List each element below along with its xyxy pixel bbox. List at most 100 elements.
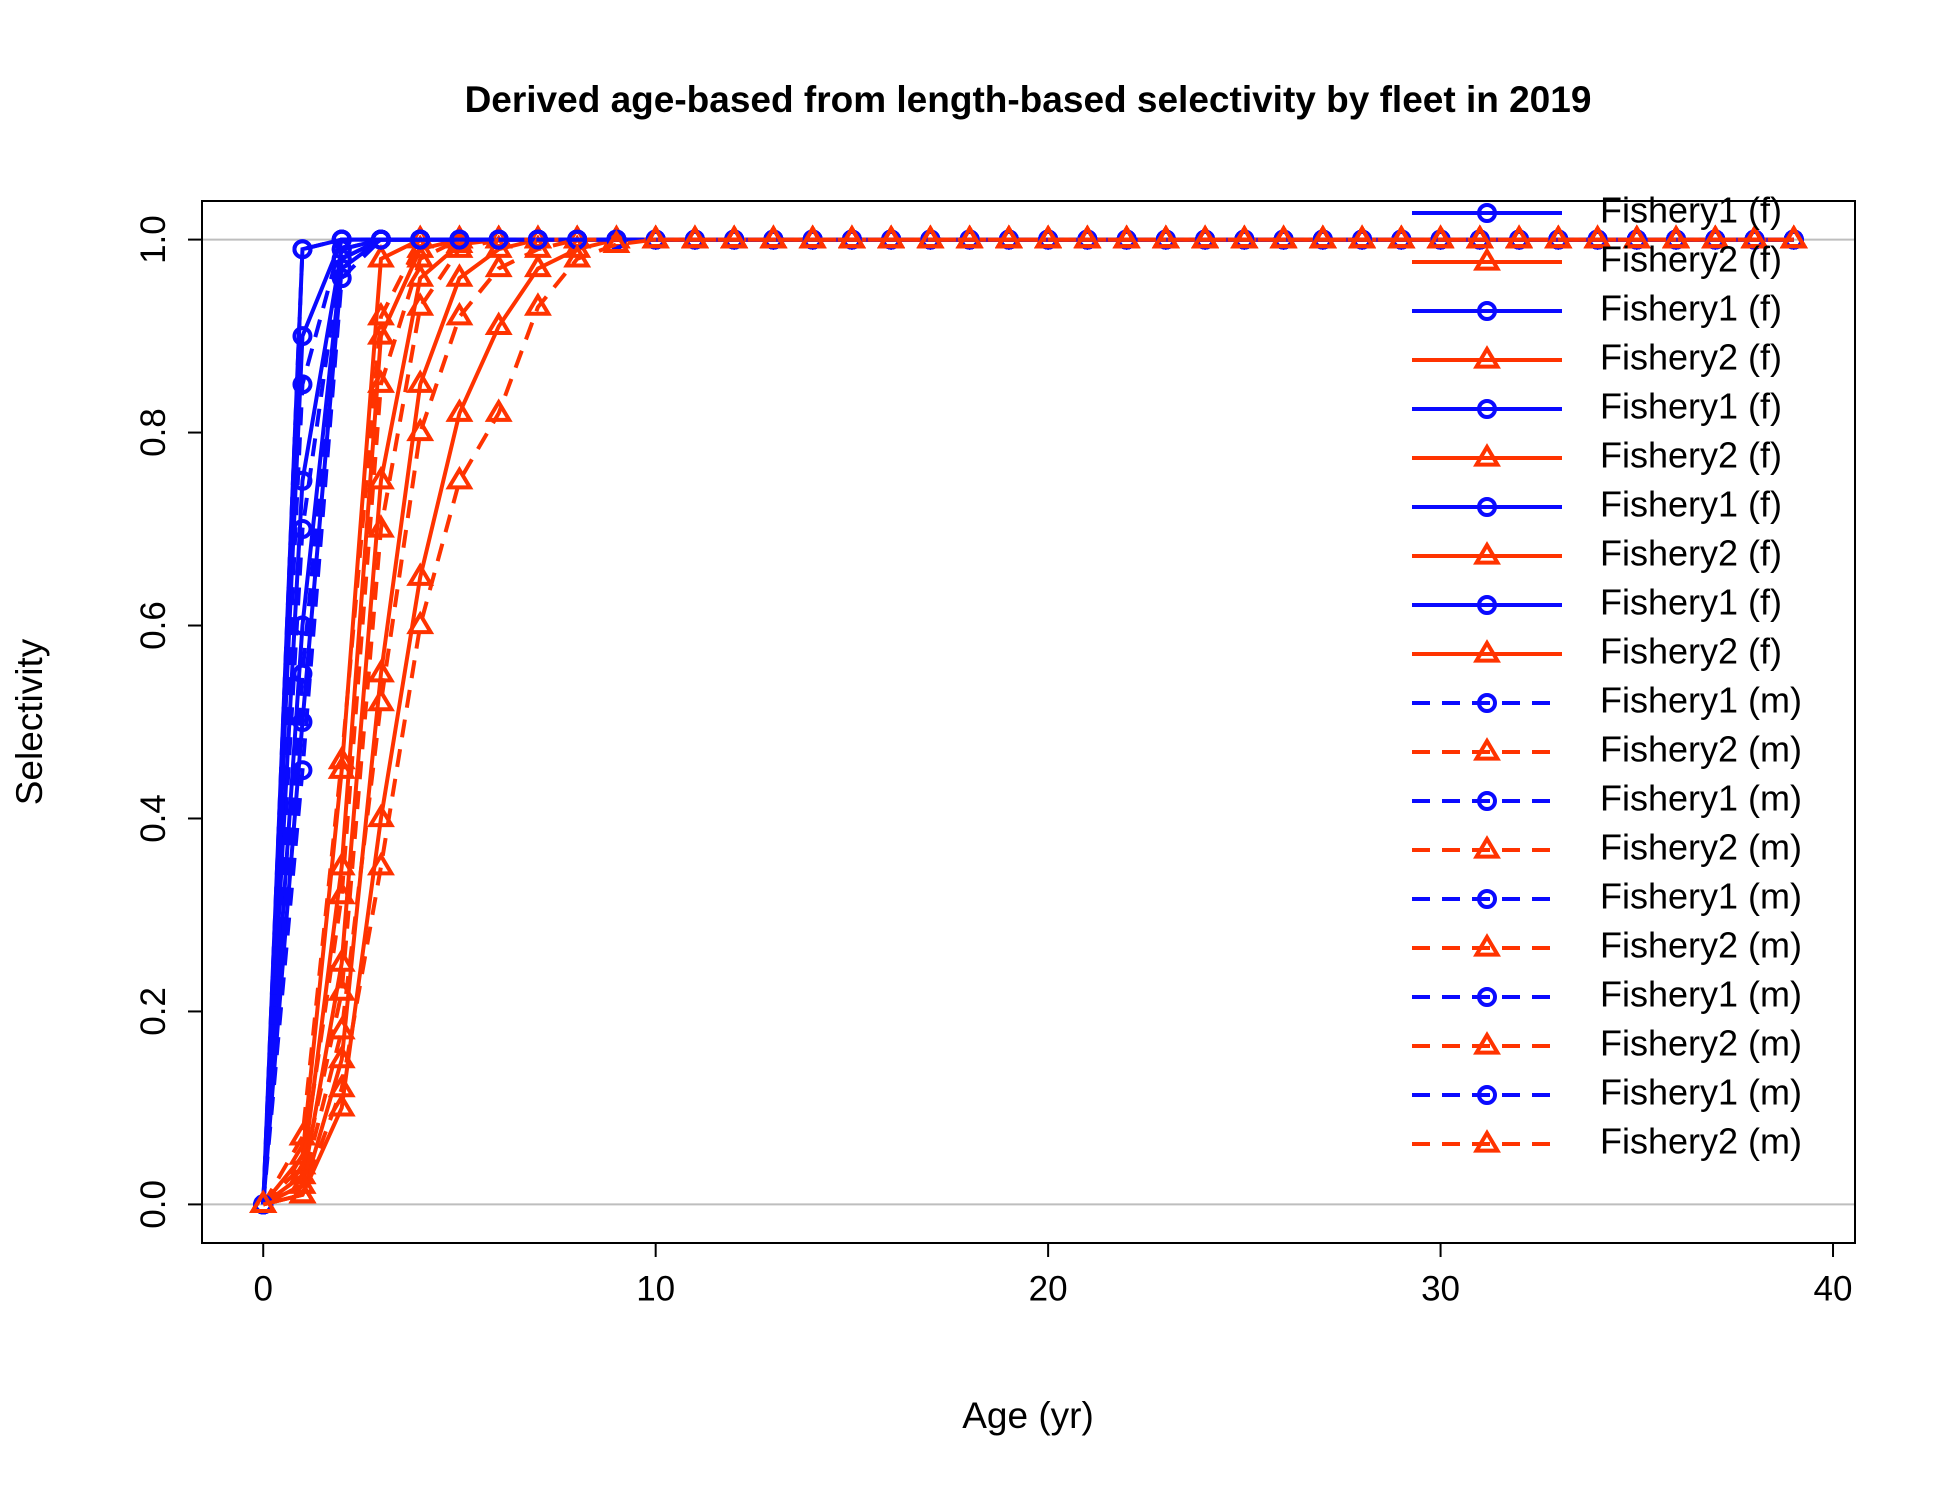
y-tick-label: 0.8 (134, 408, 173, 457)
legend-marker (1473, 541, 1501, 565)
marker (798, 224, 827, 249)
legend-marker (1473, 247, 1501, 271)
y-axis-label: Selectivity (9, 638, 50, 805)
series (249, 224, 1808, 1214)
marker (406, 369, 435, 393)
marker (1269, 224, 1298, 249)
legend-marker (1477, 203, 1497, 223)
marker (1034, 224, 1063, 249)
marker (720, 224, 749, 249)
marker (366, 851, 395, 876)
legend-label: Fishery2 (f) (1600, 337, 1782, 378)
marker (449, 229, 470, 250)
marker (406, 243, 435, 268)
series-line (261, 237, 1794, 1205)
legend-marker (1477, 693, 1497, 713)
legend-label: Fishery2 (f) (1600, 435, 1782, 476)
marker (484, 398, 513, 422)
marker (327, 948, 356, 972)
marker (366, 658, 395, 683)
y-tick-label: 0.4 (134, 794, 173, 843)
x-tick-label: 0 (253, 1269, 272, 1308)
x-axis-label: Age (yr) (962, 1395, 1094, 1436)
marker (523, 292, 552, 316)
legend-marker (1477, 791, 1497, 811)
legend-label: Fishery2 (m) (1600, 827, 1802, 868)
marker (916, 224, 945, 249)
y-tick-label: 0.0 (134, 1180, 173, 1229)
x-tick-label: 10 (636, 1269, 675, 1308)
legend-label: Fishery2 (m) (1600, 925, 1802, 966)
marker (641, 224, 670, 249)
legend-marker (1473, 737, 1501, 761)
series-line (262, 237, 1794, 1207)
marker (563, 243, 592, 268)
series-line (262, 237, 1794, 1207)
marker (366, 243, 395, 268)
marker (327, 1073, 356, 1098)
marker (366, 301, 395, 326)
marker (837, 224, 866, 249)
series-line (261, 237, 1794, 1205)
marker (292, 326, 313, 347)
marker (527, 229, 548, 250)
legend-label: Fishery1 (f) (1600, 288, 1782, 329)
marker (1779, 224, 1808, 249)
marker (955, 224, 984, 249)
legend-marker (1477, 399, 1497, 419)
marker (366, 465, 395, 490)
series-line (261, 237, 1794, 1205)
legend-marker (1473, 1031, 1501, 1055)
marker (488, 229, 509, 250)
marker (1465, 224, 1494, 249)
marker (1308, 224, 1337, 249)
legend-label: Fishery1 (m) (1600, 778, 1802, 819)
series-line (262, 237, 1794, 1207)
series (249, 224, 1808, 1214)
marker (1583, 224, 1612, 249)
legend-marker (1477, 987, 1497, 1007)
series-line (262, 237, 1794, 1207)
series-line (261, 237, 1794, 1205)
marker (327, 1015, 356, 1040)
series (253, 229, 1804, 1215)
series-line (261, 237, 1794, 1206)
legend-marker (1473, 345, 1501, 369)
marker (288, 1121, 317, 1146)
series (253, 229, 1804, 1215)
marker (1151, 224, 1180, 249)
legend-label: Fishery2 (f) (1600, 631, 1782, 672)
series (253, 229, 1804, 1215)
marker (331, 229, 352, 250)
marker (1740, 224, 1769, 249)
series (249, 224, 1808, 1214)
series (249, 224, 1808, 1214)
legend-label: Fishery1 (m) (1600, 876, 1802, 917)
series (253, 229, 1804, 1215)
series (253, 229, 1804, 1215)
chart-title: Derived age-based from length-based sele… (465, 79, 1592, 120)
marker (331, 248, 352, 269)
legend-label: Fishery2 (m) (1600, 729, 1802, 770)
marker (249, 1189, 278, 1214)
marker (445, 465, 474, 490)
series-line (261, 237, 1794, 1205)
legend-label: Fishery1 (f) (1600, 190, 1782, 231)
series (249, 224, 1808, 1214)
legend-label: Fishery1 (m) (1600, 974, 1802, 1015)
series (253, 229, 1804, 1215)
legend-label: Fishery2 (f) (1600, 533, 1782, 574)
series (249, 224, 1808, 1214)
series (253, 229, 1804, 1215)
marker (292, 239, 313, 260)
legend-marker (1473, 443, 1501, 467)
marker (366, 321, 395, 345)
marker (292, 712, 313, 732)
series-line (262, 237, 1794, 1207)
legend-label: Fishery1 (f) (1600, 484, 1782, 525)
series-line (261, 237, 1794, 1205)
marker (1348, 224, 1377, 249)
series-line (261, 237, 1794, 1205)
series-line (261, 237, 1794, 1205)
marker (445, 301, 474, 326)
